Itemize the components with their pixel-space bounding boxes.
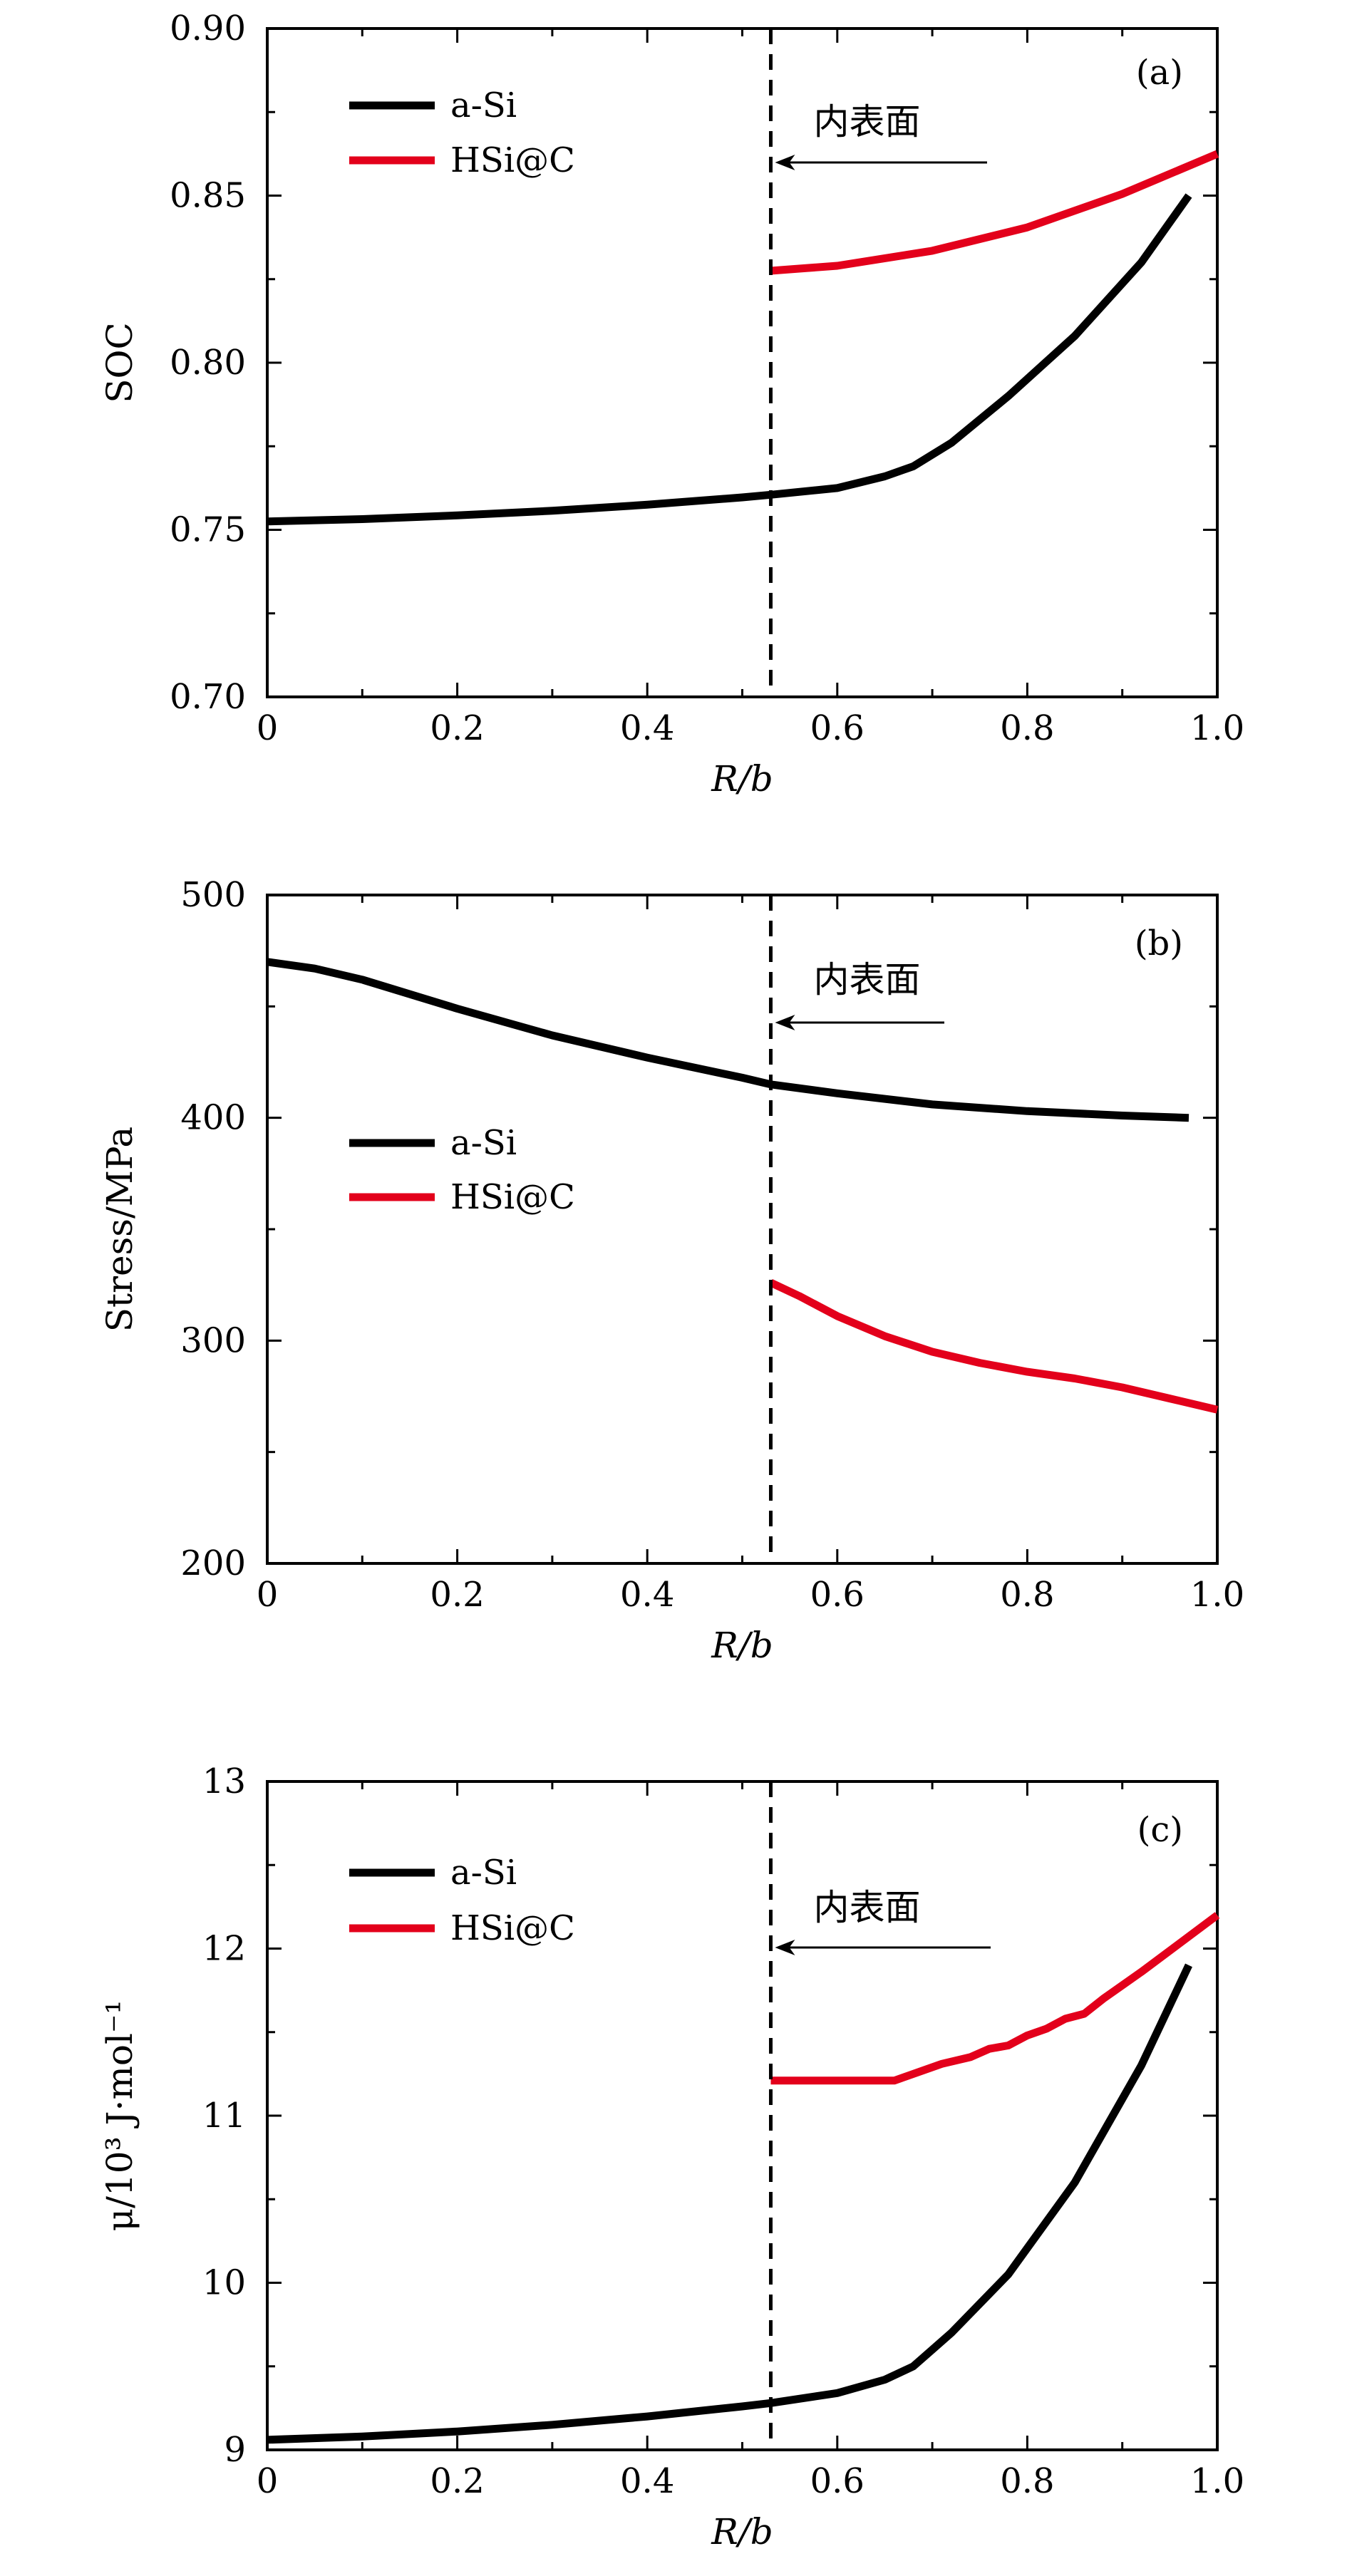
panel-c-y-axis-title: μ/10³ J·mol⁻¹ (99, 2000, 140, 2232)
panel-a-series-line-hsi-c (770, 150, 1219, 275)
panel-c-y-tick-label: 13 (202, 1762, 246, 1801)
panel-c-y-tick-label: 10 (202, 2263, 246, 2303)
panel-b-panel-label: (b) (1135, 924, 1183, 963)
panel-a-series-line-a-si (267, 193, 1192, 526)
panel-b-x-tick-label: 0.8 (1000, 1575, 1054, 1615)
panel-a-y-tick-label: 0.70 (170, 677, 246, 717)
panel-b-x-tick-label: 0 (257, 1575, 279, 1615)
panel-c-legend-label: a-Si (450, 1853, 517, 1893)
panel-a-y-tick-label: 0.85 (170, 176, 246, 216)
panel-c-y-tick-label: 12 (202, 1929, 246, 1969)
panel-b-y-axis-title: Stress/MPa (99, 1127, 140, 1332)
panel-c-x-tick-label: 0.4 (620, 2461, 674, 2501)
panel-c-annotation-arrowhead (775, 1940, 795, 1955)
panel-a-x-tick-label: 0.8 (1000, 708, 1054, 748)
panel-a-x-tick-label: 1.0 (1190, 708, 1244, 748)
panel-a-y-tick-label: 0.75 (170, 510, 246, 550)
panel-b-y-tick-label: 500 (180, 875, 246, 915)
panel-c-x-tick-label: 1.0 (1190, 2461, 1244, 2501)
panel-c-plot-frame (266, 1780, 1219, 2451)
panel-b-annotation-label: 内表面 (813, 959, 920, 1000)
panel-c-x-axis-title: R/b (711, 2511, 773, 2552)
panel-b-x-tick-label: 1.0 (1190, 1575, 1244, 1615)
panel-c-annotation-label: 内表面 (813, 1887, 920, 1928)
panel-c-panel-label: (c) (1137, 1810, 1183, 1850)
panel-a-x-tick-label: 0 (257, 708, 279, 748)
panel-c-x-tick-label: 0.2 (430, 2461, 484, 2501)
panel-a-y-axis-title: SOC (99, 322, 140, 403)
panel-c-x-tick-label: 0 (257, 2461, 279, 2501)
panel-a-x-tick-label: 0.2 (430, 708, 484, 748)
panel-c-series-line-hsi-c (770, 1912, 1220, 2085)
panel-c-legend-label: HSi@C (450, 1908, 575, 1948)
panel-a-y-tick-label: 0.90 (170, 9, 246, 48)
panel-b-series-line-hsi-c (769, 1279, 1219, 1414)
panel-b-x-tick-label: 0.2 (430, 1575, 484, 1615)
panel-b-x-axis-title: R/b (711, 1625, 773, 1666)
panel-a-x-tick-label: 0.4 (620, 708, 674, 748)
panel-b-x-tick-label: 0.4 (620, 1575, 674, 1615)
panel-b-y-tick-label: 200 (180, 1543, 246, 1583)
panel-b-x-tick-label: 0.6 (810, 1575, 865, 1615)
panel-a-x-tick-label: 0.6 (810, 708, 865, 748)
panel-c-series-line-a-si (267, 1963, 1192, 2444)
panel-b-y-tick-label: 300 (180, 1320, 246, 1360)
panel-c-y-tick-label: 9 (224, 2430, 246, 2470)
panel-c-x-tick-label: 0.6 (810, 2461, 865, 2501)
panel-b-y-tick-label: 400 (180, 1098, 246, 1138)
panel-b-legend-label: a-Si (450, 1123, 517, 1163)
panel-a-plot-frame (266, 27, 1219, 698)
panel-c-y-tick-label: 11 (202, 2096, 246, 2136)
panel-c-x-tick-label: 0.8 (1000, 2461, 1054, 2501)
panel-a-x-axis-title: R/b (711, 758, 773, 800)
panel-b-series-line-a-si (267, 958, 1189, 1122)
panel-a-annotation-label: 内表面 (813, 101, 920, 143)
panel-a-legend-label: a-Si (450, 86, 517, 125)
panel-b-legend-label: HSi@C (450, 1177, 575, 1217)
panel-a-panel-label: (a) (1136, 53, 1183, 93)
panel-a-y-tick-label: 0.80 (170, 343, 246, 383)
panel-a-legend-label: HSi@C (450, 140, 575, 180)
panel-a-annotation-arrowhead (775, 155, 795, 170)
panel-b-annotation-arrowhead (775, 1015, 795, 1030)
